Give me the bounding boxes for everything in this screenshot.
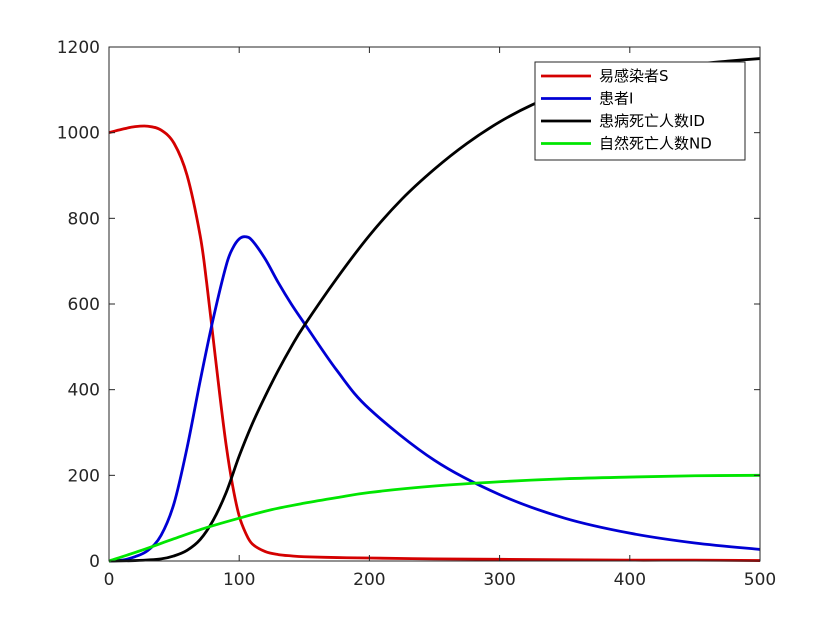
- legend-label-2: 患病死亡人数ID: [599, 112, 705, 130]
- series-line-0: [108, 124, 761, 562]
- x-tick-label: 300: [483, 570, 515, 590]
- x-tick-label: 200: [353, 570, 385, 590]
- y-tick-label: 200: [68, 466, 100, 486]
- legend-label-1: 患者I: [599, 90, 633, 108]
- y-tick-label: 0: [89, 552, 100, 572]
- tick-layer: 0 100 200 300 400 500 0 200 400 600 800 1000 1200: [57, 38, 776, 590]
- legend: 易感染者S 患者I 患病死亡人数ID 自然死亡人数ND: [534, 61, 746, 161]
- y-tick-label: 1000: [57, 124, 100, 144]
- y-tick-label: 1200: [57, 38, 100, 58]
- x-tick-label: 100: [223, 570, 255, 590]
- x-tick-label: 0: [104, 570, 115, 590]
- y-tick-label: 600: [68, 295, 100, 315]
- legend-label-3: 自然死亡人数ND: [599, 135, 712, 153]
- series-line-3: [108, 473, 761, 563]
- y-tick-label: 400: [68, 381, 100, 401]
- legend-label-0: 易感染者S: [599, 67, 669, 85]
- x-tick-label: 400: [614, 570, 646, 590]
- x-tick-label: 500: [744, 570, 776, 590]
- series-line-1: [108, 235, 761, 563]
- y-tick-label: 800: [68, 209, 100, 229]
